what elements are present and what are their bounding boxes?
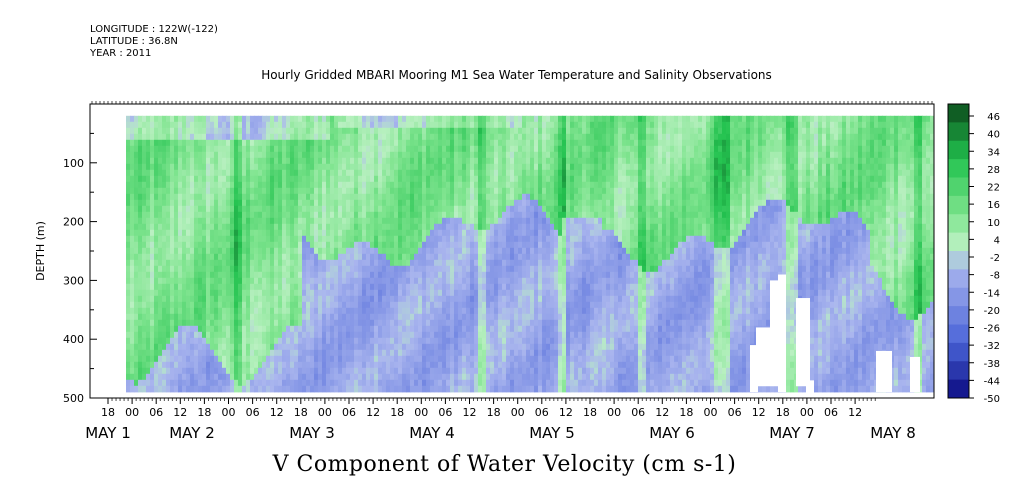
plot-title: Hourly Gridded MBARI Mooring M1 Sea Wate… xyxy=(261,68,772,82)
heatmap-area xyxy=(90,104,934,398)
year-label: YEAR : 2011 xyxy=(90,48,152,59)
latitude-label: LATITUDE : 36.8N xyxy=(90,36,178,47)
longitude-label: LONGITUDE : 122W(-122) xyxy=(90,24,218,35)
